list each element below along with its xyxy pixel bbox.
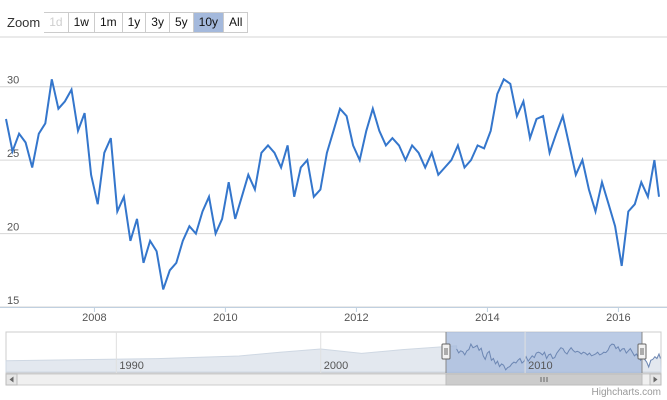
y-axis: 15 20 25 30 [7,75,19,307]
navigator: 1990 2000 2010 [5,331,662,374]
zoom-1m-button[interactable]: 1m [94,11,123,33]
y-tick-label: 30 [7,75,19,87]
range-selector: Zoom 1d 1w 1m 1y 3y 5y 10y All [0,11,249,33]
zoom-3y-button[interactable]: 3y [146,11,170,33]
scrollbar[interactable] [5,373,662,386]
navigator-x-axis: 1990 2000 2010 [115,332,553,373]
navigator-selected-series [456,342,661,371]
zoom-label: Zoom [7,14,41,30]
navigator-left-handle[interactable] [441,343,451,360]
grid-lines [0,86,667,308]
zoom-1d-button[interactable]: 1d [44,11,69,33]
price-series-line [5,77,660,290]
zoom-all-button[interactable]: All [224,11,249,33]
scrollbar-grip-icon [540,377,548,382]
zoom-10y-button[interactable]: 10y [193,11,225,33]
y-tick-label: 25 [7,148,19,160]
arrow-left-icon [9,376,14,383]
x-axis: 2008 2010 2012 2014 2016 [82,307,631,324]
navigator-x-tick-label: 2010 [528,360,552,372]
x-tick-label: 2012 [344,312,368,324]
navigator-x-tick-label: 1990 [119,360,143,372]
navigator-right-handle[interactable] [637,343,647,360]
zoom-1y-button[interactable]: 1y [122,11,147,33]
x-tick-label: 2016 [606,312,630,324]
y-tick-label: 20 [7,222,19,234]
arrow-right-icon [653,376,658,383]
navigator-x-tick-label: 2000 [324,360,348,372]
zoom-5y-button[interactable]: 5y [169,11,194,33]
x-tick-label: 2008 [82,312,106,324]
x-tick-label: 2010 [213,312,237,324]
y-tick-label: 15 [7,295,19,307]
zoom-1w-button[interactable]: 1w [68,11,95,33]
credits-link[interactable]: Highcharts.com [591,387,661,398]
x-tick-label: 2014 [475,312,499,324]
